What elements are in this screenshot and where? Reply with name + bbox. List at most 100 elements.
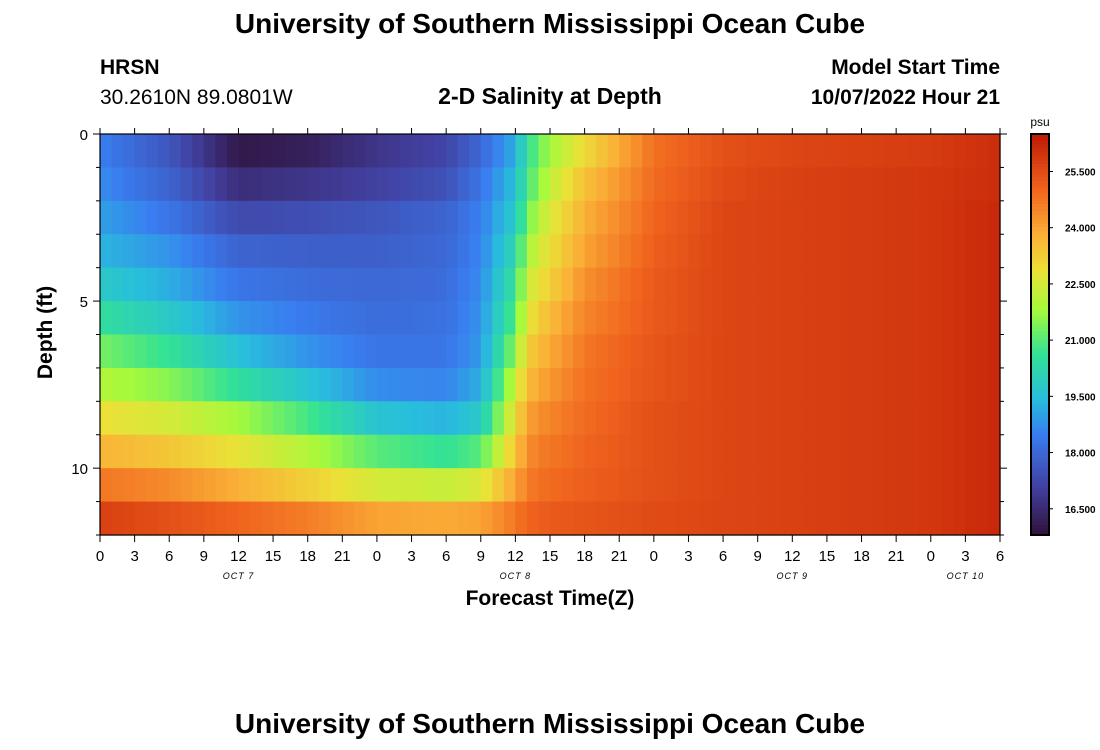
heatmap-cell xyxy=(619,434,632,469)
heatmap-cell xyxy=(226,468,240,503)
heatmap-cell xyxy=(803,167,816,202)
heatmap-cell xyxy=(861,501,874,536)
heatmap-cell xyxy=(976,234,990,269)
heatmap-cell xyxy=(365,401,378,436)
heatmap-cell xyxy=(157,234,170,269)
heatmap-cell xyxy=(273,501,286,536)
heatmap-cell xyxy=(226,501,240,536)
heatmap-cell xyxy=(492,234,505,269)
y-tick-label: 10 xyxy=(71,461,88,478)
heatmap-cell xyxy=(769,301,782,336)
heatmap-cell xyxy=(261,301,274,336)
heatmap-cell xyxy=(123,167,136,202)
heatmap-cell xyxy=(596,434,609,469)
heatmap-cell xyxy=(100,134,113,169)
heatmap-cell xyxy=(226,334,240,369)
colorbar-segment xyxy=(1031,351,1049,356)
heatmap-cell xyxy=(111,134,124,169)
heatmap-cell xyxy=(861,234,874,269)
heatmap-cell xyxy=(192,367,205,402)
heatmap-cell xyxy=(503,434,516,469)
heatmap-cell xyxy=(746,401,759,436)
heatmap-cell xyxy=(273,468,286,503)
heatmap-cell xyxy=(515,367,528,402)
heatmap-cell xyxy=(330,134,343,169)
heatmap-cell xyxy=(261,334,274,369)
heatmap-cell xyxy=(319,468,332,503)
heatmap-cell xyxy=(342,501,355,536)
heatmap-cell xyxy=(180,334,193,369)
heatmap-cell xyxy=(815,434,828,469)
heatmap-cell xyxy=(596,367,609,402)
heatmap-cell xyxy=(665,234,678,269)
x-tick-label: 6 xyxy=(996,548,1004,565)
colorbar-segment xyxy=(1031,514,1049,519)
heatmap-cell xyxy=(723,401,736,436)
heatmap-cell xyxy=(965,301,978,336)
heatmap-cell xyxy=(538,267,551,302)
heatmap-cell xyxy=(238,468,251,503)
heatmap-cell xyxy=(700,301,713,336)
heatmap-cell xyxy=(734,301,747,336)
heatmap-cell xyxy=(573,501,586,536)
heatmap-cell xyxy=(250,434,263,469)
heatmap-cell xyxy=(642,200,655,235)
heatmap-cell xyxy=(180,200,193,235)
heatmap-cell xyxy=(296,234,309,269)
heatmap-cell xyxy=(330,468,343,503)
heatmap-cell xyxy=(584,134,597,169)
heatmap-cell xyxy=(480,301,493,336)
heatmap-cell xyxy=(226,301,240,336)
heatmap-cell xyxy=(550,234,563,269)
heatmap-cell xyxy=(596,200,609,235)
heatmap-cell xyxy=(757,200,770,235)
heatmap-cell xyxy=(838,134,851,169)
heatmap-cell xyxy=(503,234,516,269)
heatmap-cell xyxy=(826,334,840,369)
heatmap-cell xyxy=(400,301,413,336)
heatmap-cell xyxy=(584,468,597,503)
heatmap-cell xyxy=(884,468,897,503)
colorbar-segment xyxy=(1031,150,1049,155)
heatmap-cell xyxy=(342,468,355,503)
heatmap-cell xyxy=(238,334,251,369)
heatmap-cell xyxy=(884,200,897,235)
x-tick-label: 6 xyxy=(165,548,173,565)
heatmap-cell xyxy=(146,334,159,369)
heatmap-cell xyxy=(803,367,816,402)
heatmap-cell xyxy=(550,200,563,235)
heatmap-cell xyxy=(792,501,805,536)
heatmap-cell xyxy=(100,334,113,369)
colorbar-segment xyxy=(1031,314,1049,319)
heatmap-cell xyxy=(907,234,920,269)
heatmap-cell xyxy=(250,334,263,369)
heatmap-cell xyxy=(376,234,390,269)
heatmap-cell xyxy=(307,267,320,302)
colorbar-segment xyxy=(1031,491,1049,496)
colorbar-segment xyxy=(1031,361,1049,366)
colorbar-segment xyxy=(1031,160,1049,165)
heatmap-cell xyxy=(261,434,274,469)
colorbar-segment xyxy=(1031,200,1049,205)
heatmap-cell xyxy=(203,401,216,436)
x-tick-label: 6 xyxy=(442,548,450,565)
heatmap-cell xyxy=(526,134,540,169)
heatmap-cell xyxy=(630,334,643,369)
heatmap-cell xyxy=(100,434,113,469)
heatmap-cell xyxy=(203,234,216,269)
heatmap-cell xyxy=(676,367,690,402)
heatmap-cell xyxy=(273,167,286,202)
heatmap-cell xyxy=(100,167,113,202)
heatmap-cell xyxy=(180,167,193,202)
heatmap-cell xyxy=(319,167,332,202)
heatmap-cell xyxy=(203,134,216,169)
heatmap-cell xyxy=(561,301,574,336)
colorbar-segment xyxy=(1031,317,1049,322)
heatmap-cell xyxy=(653,267,666,302)
y-axis-label: Depth (ft) xyxy=(34,286,57,379)
heatmap-cell xyxy=(457,434,470,469)
heatmap-cell xyxy=(700,468,713,503)
heatmap-cell xyxy=(100,401,113,436)
heatmap-cell xyxy=(861,167,874,202)
heatmap-cell xyxy=(711,401,724,436)
